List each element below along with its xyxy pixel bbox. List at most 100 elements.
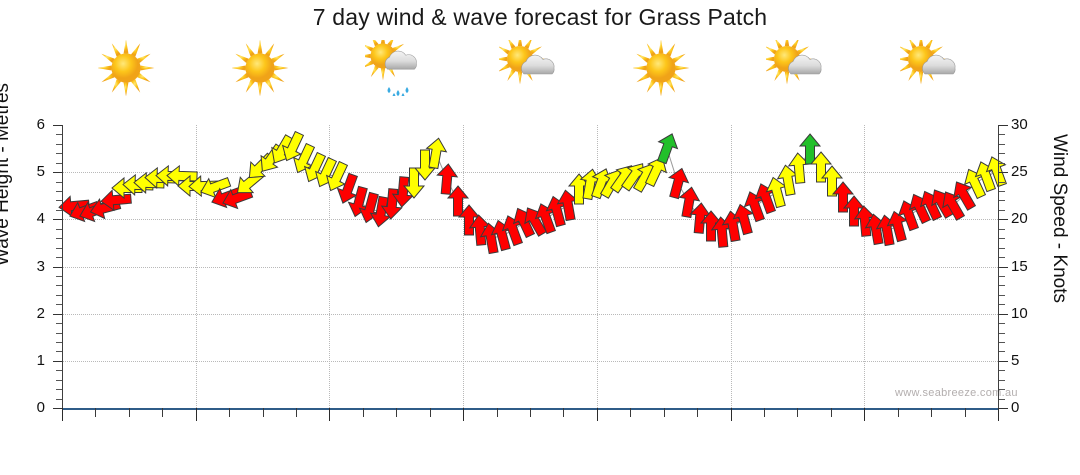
axis-minor-tick bbox=[999, 275, 1005, 277]
axis-tick bbox=[999, 125, 1008, 126]
axis-minor-tick bbox=[999, 181, 1005, 183]
wind-arrow-light bbox=[446, 185, 470, 217]
x-axis-tick bbox=[797, 408, 799, 417]
axis-tick-label: 20 bbox=[1011, 210, 1028, 228]
axis-tick-label: 10 bbox=[1011, 304, 1028, 322]
x-axis-tick bbox=[998, 408, 999, 421]
gridline-horizontal bbox=[62, 313, 998, 315]
x-axis-tick bbox=[463, 408, 465, 421]
gridline-horizontal bbox=[62, 172, 998, 174]
axis-tick bbox=[53, 313, 62, 315]
x-axis-tick bbox=[630, 408, 632, 417]
x-axis-tick bbox=[195, 408, 197, 421]
x-axis-tick bbox=[663, 408, 665, 417]
x-axis-tick bbox=[931, 408, 933, 417]
axis-minor-tick bbox=[999, 134, 1005, 136]
gridline-day-divider bbox=[195, 125, 197, 408]
axis-minor-tick bbox=[56, 398, 62, 400]
axis-minor-tick bbox=[56, 304, 62, 306]
axis-minor-tick bbox=[56, 323, 62, 325]
axis-minor-tick bbox=[999, 285, 1005, 287]
axis-tick-label: 15 bbox=[1011, 257, 1028, 275]
wind-arrow-moderate bbox=[402, 167, 426, 199]
x-axis-tick bbox=[229, 408, 231, 417]
axis-tick bbox=[53, 266, 62, 268]
axis-tick-label: 3 bbox=[36, 257, 45, 275]
axis-minor-tick bbox=[56, 247, 62, 249]
axis-tick bbox=[999, 313, 1008, 315]
axis-minor-tick bbox=[999, 351, 1005, 353]
x-axis-tick bbox=[897, 408, 899, 417]
axis-minor-tick bbox=[999, 153, 1005, 155]
axis-minor-tick bbox=[999, 341, 1005, 343]
axis-tick bbox=[999, 408, 1008, 409]
day-header-friday bbox=[329, 36, 463, 122]
wind-arrow-light bbox=[663, 166, 692, 201]
left-axis-title: Wave Height - Metres bbox=[0, 82, 13, 266]
axis-minor-tick bbox=[999, 370, 1005, 372]
axis-minor-tick bbox=[999, 332, 1005, 334]
axis-minor-tick bbox=[999, 257, 1005, 259]
axis-tick-label: 30 bbox=[1011, 116, 1028, 133]
wind-arrow-light bbox=[947, 177, 981, 214]
x-axis-tick bbox=[128, 408, 130, 417]
x-axis-tick bbox=[262, 408, 264, 417]
axis-tick bbox=[53, 125, 62, 126]
x-axis-tick bbox=[162, 408, 164, 417]
gridline-day-divider bbox=[463, 125, 465, 408]
x-axis-tick bbox=[864, 408, 866, 421]
wind-arrow-moderate bbox=[809, 151, 833, 183]
left-axis-line bbox=[62, 125, 63, 409]
sun-cloud-rain-icon bbox=[329, 40, 463, 98]
wind-arrow-strong bbox=[652, 130, 683, 166]
axis-minor-tick bbox=[56, 209, 62, 211]
day-header-thursday bbox=[196, 36, 330, 122]
sunny-icon bbox=[196, 40, 330, 98]
x-axis-tick bbox=[563, 408, 565, 417]
axis-minor-tick bbox=[56, 162, 62, 164]
x-axis-tick bbox=[95, 408, 97, 417]
axis-minor-tick bbox=[56, 294, 62, 296]
x-axis-tick bbox=[764, 408, 765, 417]
day-header-wednesday bbox=[62, 36, 196, 122]
wind-arrow-light bbox=[729, 202, 758, 237]
axis-minor-tick bbox=[999, 162, 1005, 164]
axis-tick-label: 1 bbox=[36, 351, 45, 369]
axis-minor-tick bbox=[56, 143, 62, 145]
axis-minor-tick bbox=[56, 153, 62, 155]
x-axis-tick bbox=[62, 408, 63, 421]
x-axis-tick bbox=[530, 408, 531, 417]
axis-tick bbox=[53, 408, 62, 409]
x-axis-tick bbox=[429, 408, 431, 417]
axis-tick-label: 5 bbox=[1011, 351, 1020, 369]
x-axis-tick bbox=[730, 408, 732, 421]
gridline-day-divider bbox=[864, 125, 866, 408]
axis-minor-tick bbox=[56, 134, 62, 136]
wind-arrow-moderate bbox=[820, 165, 844, 197]
axis-minor-tick bbox=[56, 379, 62, 381]
day-header-monday bbox=[731, 36, 865, 122]
x-axis-tick bbox=[596, 408, 598, 421]
wind-arrow-light bbox=[936, 187, 970, 224]
axis-tick-label: 0 bbox=[36, 399, 45, 416]
x-axis-tick bbox=[830, 408, 832, 417]
axis-tick bbox=[999, 172, 1008, 174]
gridline-day-divider bbox=[730, 125, 732, 408]
axis-minor-tick bbox=[999, 294, 1005, 296]
gridline-horizontal bbox=[62, 360, 998, 362]
day-header-tuesday bbox=[864, 36, 998, 122]
x-axis-tick bbox=[362, 408, 364, 417]
plot-area: www.seabreeze.com.au bbox=[58, 125, 1017, 408]
axis-tick bbox=[999, 219, 1008, 221]
axis-minor-tick bbox=[56, 257, 62, 259]
axis-minor-tick bbox=[999, 304, 1005, 306]
sunny-icon bbox=[62, 40, 196, 98]
wind-arrow-moderate bbox=[423, 136, 450, 170]
day-header-sunday bbox=[597, 36, 731, 122]
sunny-icon bbox=[597, 40, 731, 98]
x-axis-tick bbox=[697, 408, 699, 417]
day-header-saturday bbox=[463, 36, 597, 122]
axis-tick bbox=[999, 360, 1008, 362]
axis-minor-tick bbox=[999, 323, 1005, 325]
